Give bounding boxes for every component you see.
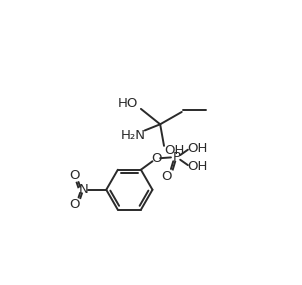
Text: O: O [151,152,162,166]
Text: OH: OH [164,144,184,157]
Text: HO: HO [118,97,138,110]
Text: P: P [172,151,180,164]
Text: O: O [69,198,80,211]
Text: O: O [161,170,172,183]
Text: N: N [78,183,88,196]
Text: OH: OH [187,160,207,173]
Text: H₂N: H₂N [121,129,146,142]
Text: OH: OH [187,142,207,155]
Text: O: O [69,169,80,182]
